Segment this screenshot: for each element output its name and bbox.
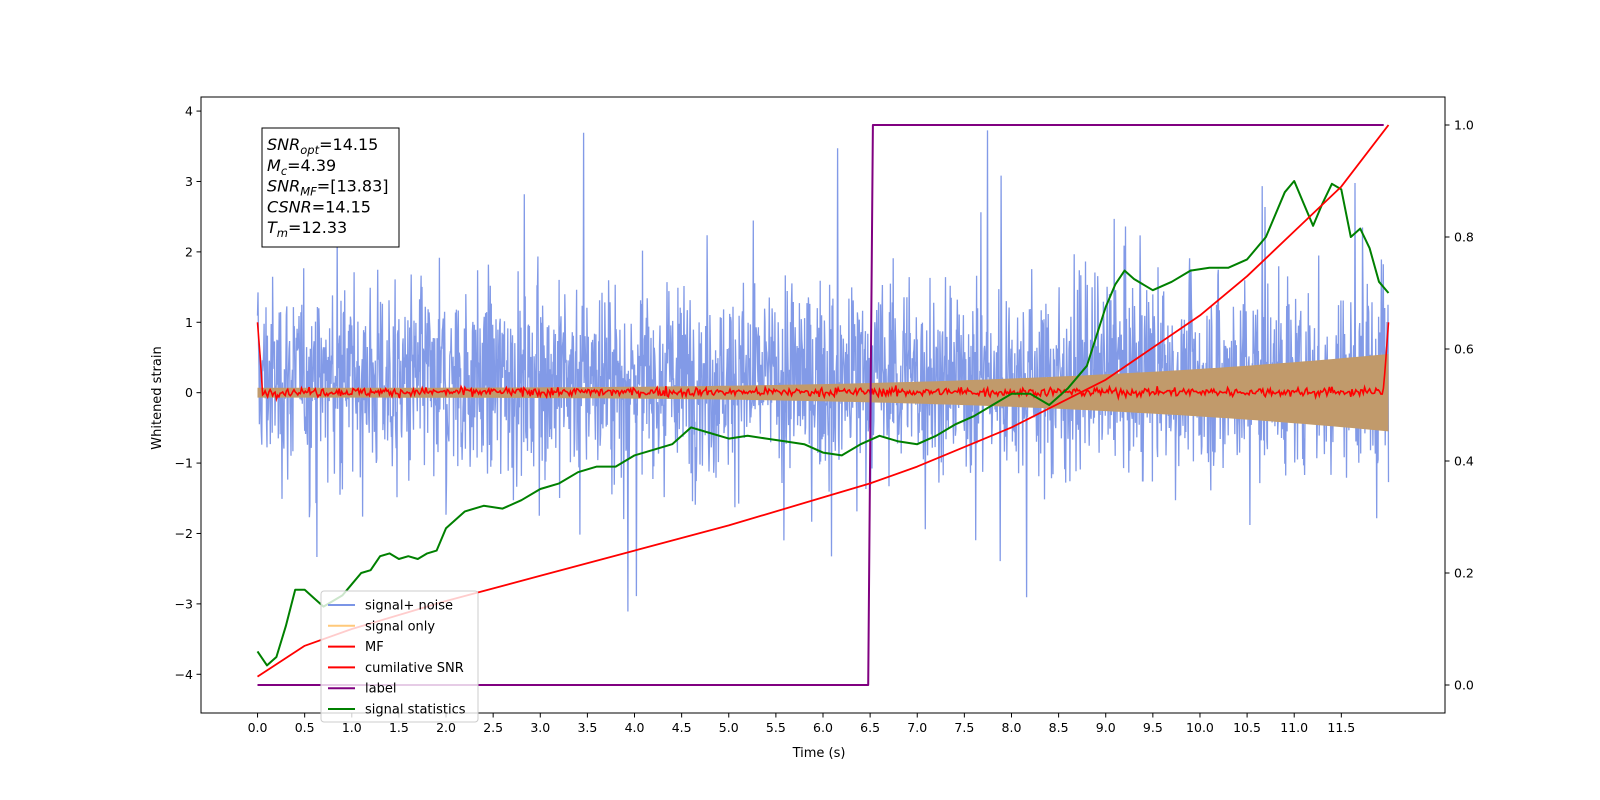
legend-label: signal only	[365, 619, 435, 634]
annotation-line: SNRopt=14.15	[267, 135, 378, 157]
y-tick-label: 3	[185, 174, 193, 189]
x-tick-label: 3.0	[530, 720, 550, 735]
legend: signal+ noise signal only MF cumilative SNR…	[320, 590, 479, 723]
x-tick-label: 10.5	[1233, 720, 1261, 735]
x-tick-label: 11.5	[1327, 720, 1355, 735]
legend-label: signal+ noise	[365, 599, 453, 614]
y-tick-label: −3	[175, 596, 193, 611]
mf-line	[256, 322, 1390, 403]
annotation-line: CSNR=14.15	[267, 197, 371, 216]
y2-tick-label: 0.0	[1454, 678, 1474, 693]
x-tick-label: 6.5	[860, 720, 880, 735]
x-axis-label: Time (s)	[792, 746, 846, 761]
x-tick-label: 7.5	[954, 720, 974, 735]
y-tick-label: 4	[185, 104, 193, 119]
y2-tick-label: 0.2	[1454, 566, 1474, 581]
y-tick-label: 1	[185, 315, 193, 330]
x-tick-label: 5.5	[766, 720, 786, 735]
x-tick-label: 5.0	[719, 720, 739, 735]
axes: 0.0 0.5 1.0 1.5 2.0 2.5 3.0 3.5 4.0 4.5 5.0 5.5 6.0 6…	[175, 96, 1474, 735]
y2-tick-label: 1.0	[1454, 118, 1474, 133]
annotation-line: Mc=4.39	[267, 156, 336, 178]
x-tick-label: 0.0	[248, 720, 268, 735]
plot-area	[256, 124, 1390, 686]
legend-label: label	[365, 682, 396, 697]
x-tick-label: 4.0	[625, 720, 645, 735]
x-tick-label: 11.0	[1280, 720, 1308, 735]
x-tick-label: 0.5	[295, 720, 315, 735]
annotation-line: SNRMF=[13.83]	[267, 177, 389, 199]
annotation-box: SNRopt=14.15Mc=4.39SNRMF=[13.83]CSNR=14.…	[261, 127, 400, 248]
y-axis-label: Whitened strain	[150, 346, 165, 449]
y-tick-label: −1	[175, 456, 193, 471]
x-tick-label: 2.0	[436, 720, 456, 735]
x-tick-label: 9.0	[1096, 720, 1116, 735]
signal-statistics-line	[256, 180, 1390, 667]
y-tick-label: −2	[175, 526, 193, 541]
y2-tick-label: 0.4	[1454, 454, 1474, 469]
x-tick-label: 4.5	[672, 720, 692, 735]
x-tick-label: 7.0	[907, 720, 927, 735]
x-tick-label: 9.5	[1143, 720, 1163, 735]
signal-noise-line	[256, 130, 1390, 612]
y-tick-label: 0	[185, 385, 193, 400]
legend-frame	[320, 590, 479, 723]
annotation-line: Tm=12.33	[267, 218, 347, 240]
y-tick-label: −4	[175, 667, 193, 682]
x-tick-label: 3.5	[577, 720, 597, 735]
x-tick-label: 10.0	[1186, 720, 1214, 735]
legend-label: MF	[365, 640, 384, 655]
x-tick-label: 6.0	[813, 720, 833, 735]
legend-label: signal statistics	[365, 703, 466, 718]
x-tick-label: 8.0	[1002, 720, 1022, 735]
y2-tick-label: 0.8	[1454, 230, 1474, 245]
x-tick-label: 2.5	[483, 720, 503, 735]
annotation-frame	[261, 127, 400, 248]
y2-tick-label: 0.6	[1454, 342, 1474, 357]
y-tick-label: 2	[185, 244, 193, 259]
legend-label: cumilative SNR	[365, 661, 464, 676]
x-tick-label: 8.5	[1049, 720, 1069, 735]
label-line	[257, 124, 1384, 686]
x-tick-label: 1.0	[342, 720, 362, 735]
x-tick-label: 1.5	[389, 720, 409, 735]
